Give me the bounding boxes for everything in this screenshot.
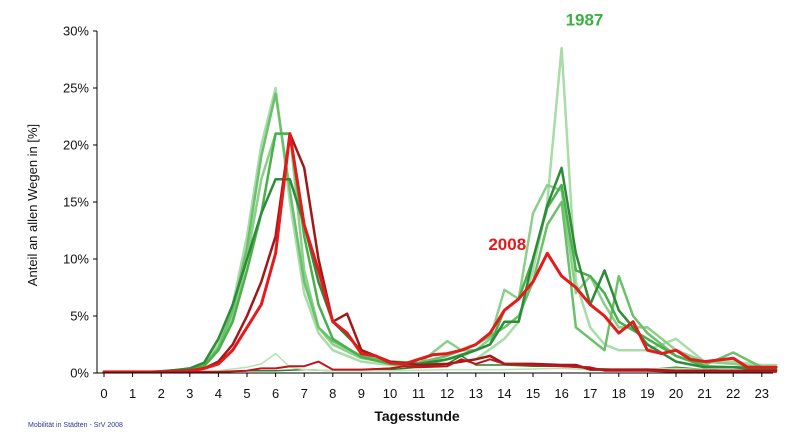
- series-line-8: [102, 132, 778, 374]
- y-tick-label: 5%: [70, 309, 89, 324]
- series-line-9: [102, 132, 778, 374]
- annotations: 1987 2008: [488, 10, 603, 254]
- y-tick-label: 25%: [63, 81, 89, 96]
- x-tick-label: 14: [497, 386, 511, 401]
- x-tick-label: 8: [329, 386, 336, 401]
- series-line-2: [102, 132, 778, 374]
- x-tick-label: 10: [383, 386, 397, 401]
- y-tick-label: 30%: [63, 24, 89, 39]
- x-tick-label: 11: [412, 386, 426, 401]
- annotation-label-1987: 1987: [566, 10, 604, 29]
- series-line-7: [103, 352, 777, 374]
- x-tick-label: 5: [243, 386, 250, 401]
- series-line-4: [102, 132, 778, 374]
- x-tick-label: 16: [554, 386, 568, 401]
- series-line-10: [103, 358, 778, 374]
- x-tick-label: 3: [186, 386, 193, 401]
- x-tick-label: 18: [612, 386, 626, 401]
- annotation-label-2008: 2008: [488, 235, 526, 254]
- x-tick-label: 13: [469, 386, 483, 401]
- x-tick-label: 15: [526, 386, 540, 401]
- plot-lines: [102, 46, 778, 374]
- series-line-5: [102, 166, 778, 374]
- x-tick-label: 4: [215, 386, 222, 401]
- axes: [93, 30, 773, 377]
- x-tick-label: 20: [669, 386, 683, 401]
- y-tick-label: 10%: [63, 252, 89, 267]
- x-tick-label: 23: [755, 386, 769, 401]
- tick-labels: 0%5%10%15%20%25%30%0 1 2 3 4 5 6 7 8 9 10 11 12 13 14 1…: [63, 24, 769, 402]
- x-tick-label: 0: [100, 386, 107, 401]
- x-tick-label: 22: [726, 386, 740, 401]
- x-tick-label: 2: [158, 386, 165, 401]
- x-tick-label: 17: [583, 386, 597, 401]
- x-tick-label: 6: [272, 386, 279, 401]
- x-axis-label: Tagesstunde: [374, 408, 460, 424]
- x-tick-label: 9: [358, 386, 365, 401]
- x-tick-label: 21: [697, 386, 711, 401]
- x-tick-label: 1: [129, 386, 136, 401]
- series-line-1: [102, 46, 778, 374]
- x-tick-label: 19: [640, 386, 654, 401]
- y-tick-label: 0%: [70, 366, 89, 381]
- x-tick-label: 12: [440, 386, 454, 401]
- y-tick-label: 15%: [63, 195, 89, 210]
- series-line-3: [102, 92, 778, 374]
- y-axis-label: Anteil an allen Wegen in [%]: [25, 124, 40, 286]
- y-tick-label: 20%: [63, 138, 89, 153]
- x-tick-label: 7: [301, 386, 308, 401]
- footer-source: Mobilität in Städten - SrV 2008: [28, 422, 123, 429]
